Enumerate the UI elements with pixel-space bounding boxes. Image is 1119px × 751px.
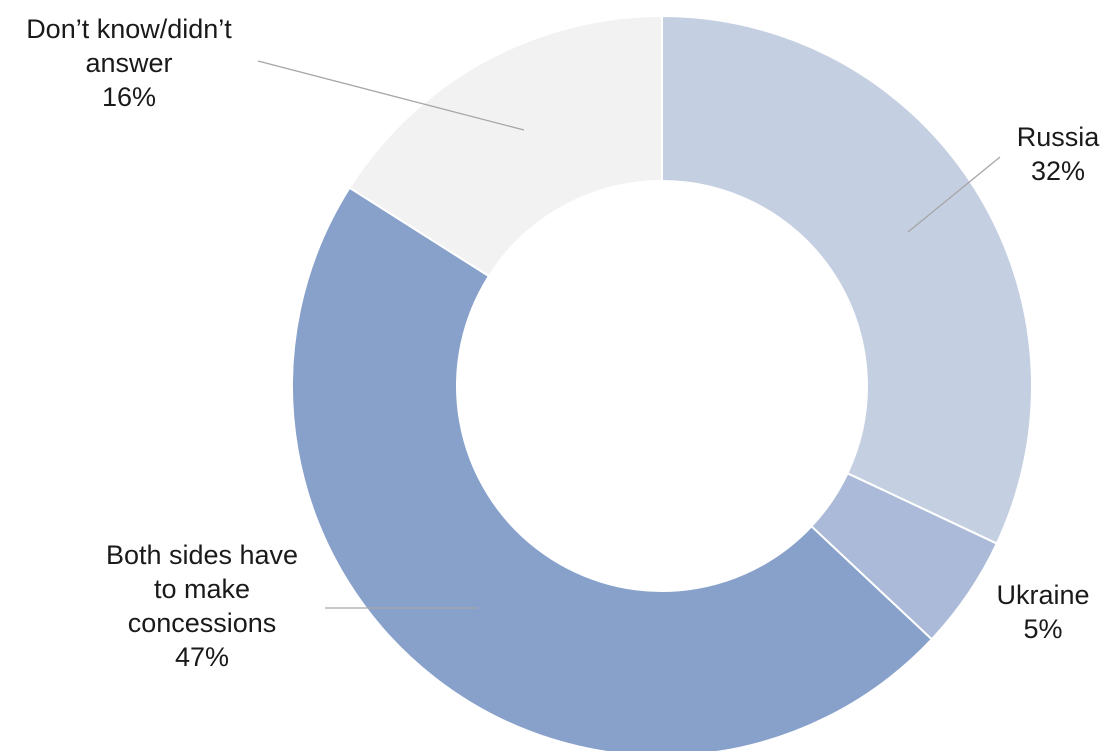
leader-line-russia <box>907 156 1001 233</box>
category-label-line: Ukraine <box>996 580 1089 610</box>
data-label-russia: Russia 32% <box>1017 122 1101 186</box>
category-label-line: concessions <box>128 608 277 638</box>
slice-don-t-know-didn-t-answer <box>348 14 663 278</box>
category-label-line: Russia <box>1017 122 1101 152</box>
value-label: 32% <box>1031 156 1085 186</box>
slice-russia <box>661 14 1033 545</box>
category-label-line: Don’t know/didn’t <box>26 14 232 44</box>
value-label: 47% <box>175 642 229 672</box>
leader-line-don-t-know-didn-t-answer <box>257 60 525 131</box>
data-label-ukraine: Ukraine 5% <box>996 580 1089 644</box>
data-label-both-sides-have-to-make-concessions: Both sides have to make concessions 47% <box>106 540 298 672</box>
donut-slices <box>291 14 1033 751</box>
slice-both-sides-have-to-make-concessions <box>291 186 934 751</box>
value-label: 16% <box>102 82 156 112</box>
leader-lines <box>257 60 1001 609</box>
data-label-don-t-know-didn-t-answer: Don’t know/didn’t answer 16% <box>26 14 232 112</box>
category-label-line: answer <box>85 48 172 78</box>
slice-labels: Russia 32% Ukraine 5% Both sides have to make… <box>26 14 1100 672</box>
category-label-line: Both sides have <box>106 540 298 570</box>
category-label-line: to make <box>154 574 250 604</box>
value-label: 5% <box>1023 614 1062 644</box>
